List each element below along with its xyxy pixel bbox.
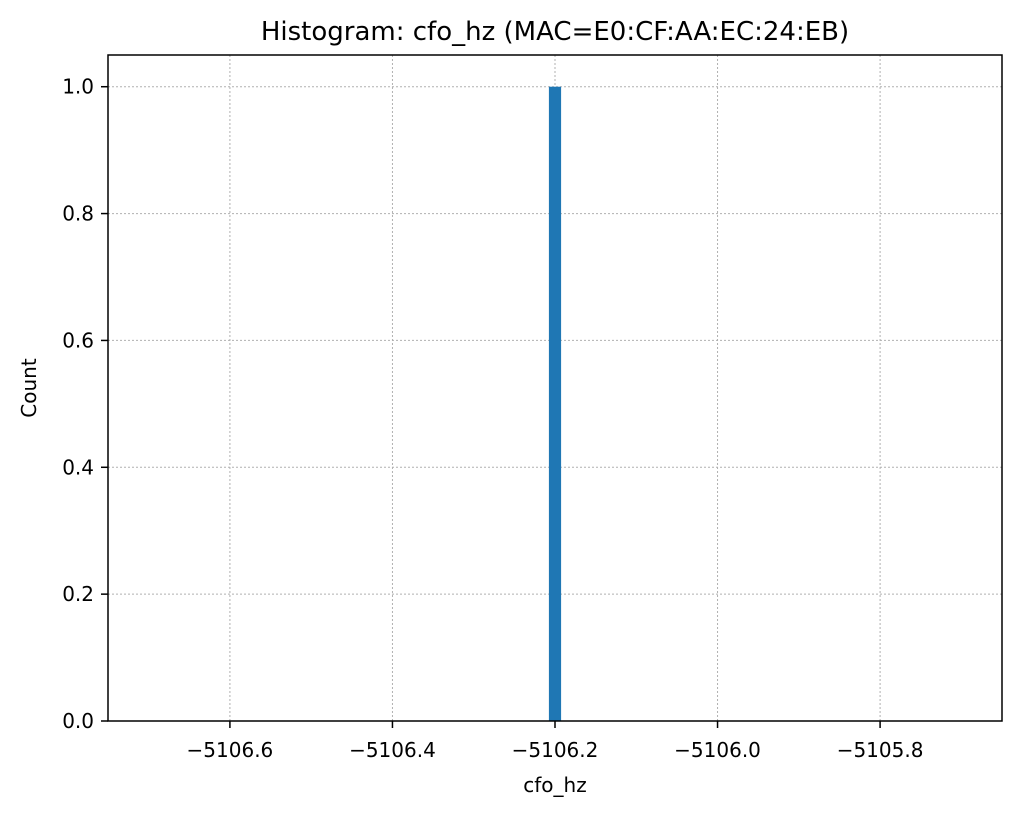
x-tick-label: −5106.0 [674,738,761,762]
y-tick-label: 0.6 [62,328,94,352]
y-axis-label: Count [17,358,41,418]
x-axis-label: cfo_hz [523,773,586,797]
y-tick-label: 0.0 [62,709,94,733]
x-tick-label: −5106.6 [187,738,274,762]
y-tick-label: 0.2 [62,582,94,606]
bars-layer [548,86,562,721]
histogram-bar [548,86,562,721]
x-tick-label: −5106.2 [512,738,599,762]
y-tick-label: 0.4 [62,455,94,479]
x-tick-label: −5106.4 [349,738,436,762]
ticks-layer: −5106.6 −5106.4 −5106.2 −5106.0 −5105.8 0.0 0.… [62,75,923,762]
chart-title: Histogram: cfo_hz (MAC=E0:CF:AA:EC:24:EB… [261,17,849,47]
y-tick-label: 0.8 [62,202,94,226]
x-tick-label: −5105.8 [837,738,924,762]
y-tick-label: 1.0 [62,75,94,99]
